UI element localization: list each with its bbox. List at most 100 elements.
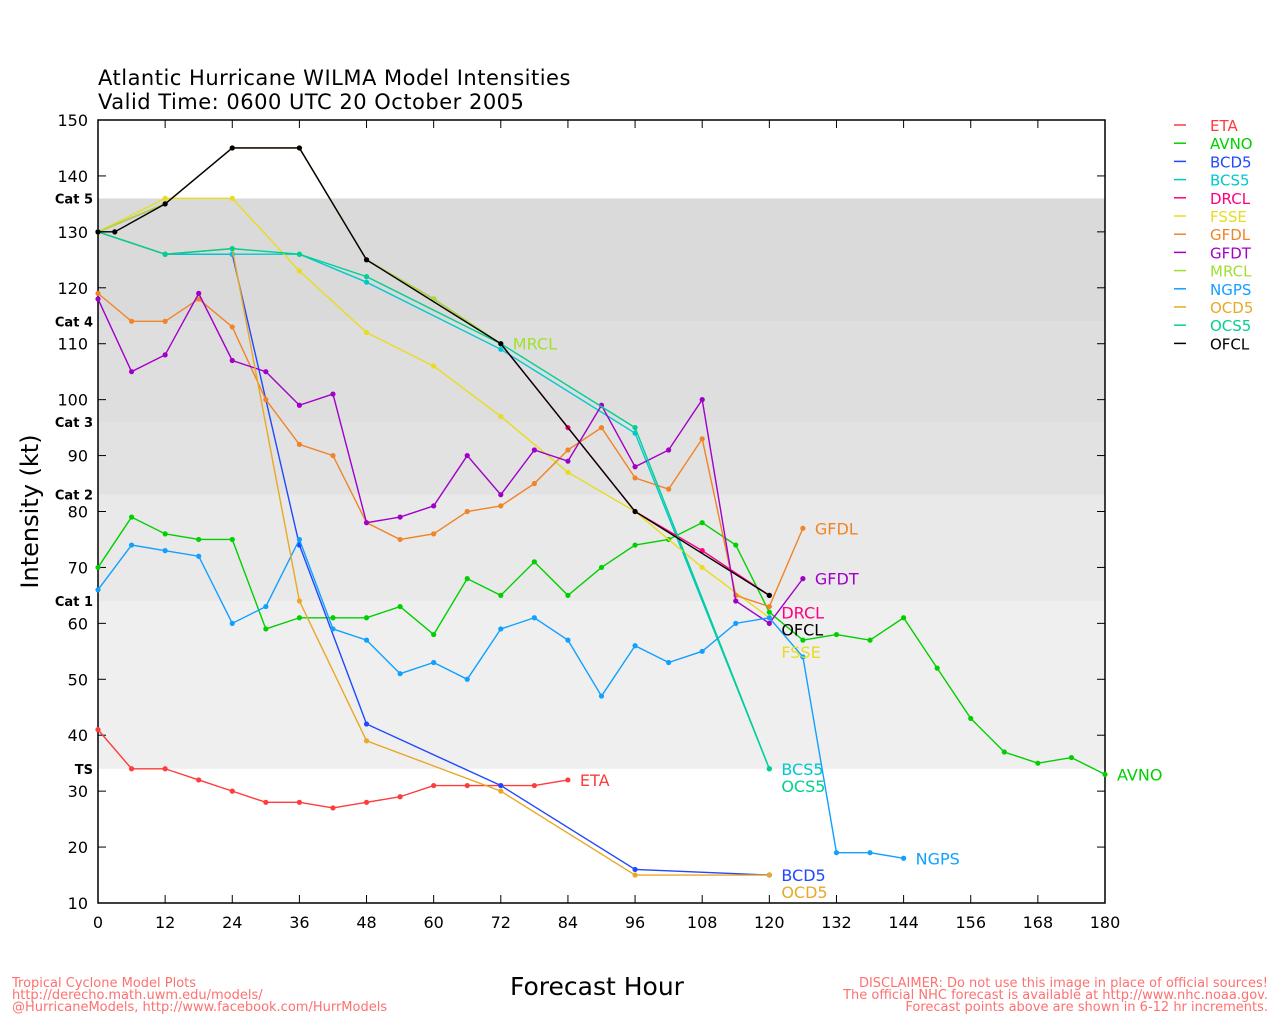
y-tick-label: 30	[68, 782, 88, 801]
data-point-ngps	[733, 620, 739, 626]
legend-entry-bcs5: BCS5	[1210, 172, 1250, 190]
end-label-ocs5: OCS5	[781, 777, 825, 796]
data-point-gfdt	[296, 402, 302, 408]
y-tick-label: 80	[68, 503, 88, 522]
data-point-avno	[128, 514, 135, 520]
data-point-ofcl	[632, 508, 638, 515]
data-point-fsse	[565, 469, 571, 475]
y-tick-label: 90	[68, 447, 88, 466]
data-point-ngps	[263, 603, 269, 610]
data-point-ocd5	[363, 738, 370, 744]
data-point-gfdl	[632, 475, 638, 481]
y-tick-label: 10	[68, 894, 88, 913]
category-label: Cat 2	[55, 489, 93, 504]
chart-title: Atlantic Hurricane WILMA Model Intensiti…	[98, 66, 571, 90]
data-point-fsse	[296, 268, 302, 274]
x-tick-label: 24	[222, 913, 242, 932]
data-point-gfdt	[632, 464, 638, 470]
data-point-ngps	[598, 693, 605, 699]
data-point-gfdt	[766, 620, 772, 626]
data-point-avno	[833, 631, 840, 638]
x-tick-label: 156	[955, 913, 986, 932]
data-point-ocs5	[229, 246, 235, 252]
disclaimer-line: The official NHC forecast is available a…	[843, 988, 1268, 1003]
category-band	[98, 120, 1105, 199]
x-axis-label: Forecast Hour	[510, 972, 684, 1001]
data-point-gfdt	[464, 452, 470, 459]
footer-link[interactable]: http://derecho.math.uwm.edu/models/	[12, 988, 263, 1003]
disclaimer-line: Forecast points above are shown in 6-12 …	[905, 1000, 1268, 1015]
data-point-ofcl	[162, 201, 168, 207]
category-label: Cat 1	[55, 595, 93, 610]
data-point-gfdl	[196, 296, 202, 302]
data-point-ofcl	[112, 229, 118, 235]
data-point-gfdt	[162, 352, 168, 358]
data-point-gfdt	[95, 296, 101, 302]
y-tick-label: 150	[57, 111, 88, 130]
footer-link[interactable]: @HurricaneModels, http://www.facebook.co…	[12, 1000, 388, 1015]
data-point-ngps	[766, 615, 772, 621]
x-tick-label: 60	[423, 913, 443, 932]
data-point-gfdt	[699, 397, 705, 403]
data-point-ocd5	[766, 872, 772, 878]
data-point-gfdl	[531, 480, 537, 487]
data-point-avno	[95, 564, 101, 571]
data-point-ngps	[565, 637, 571, 643]
data-point-eta	[128, 766, 135, 772]
x-tick-label: 144	[888, 913, 919, 932]
data-point-ocd5	[632, 872, 638, 878]
data-point-avno	[196, 536, 202, 543]
data-point-avno	[901, 615, 907, 621]
data-point-eta	[263, 799, 269, 805]
data-point-avno	[464, 576, 470, 582]
legend-entry-eta: ETA	[1210, 117, 1238, 135]
data-point-eta	[565, 777, 571, 783]
data-point-gfdt	[733, 598, 739, 604]
data-point-gfdl	[296, 441, 302, 447]
data-point-gfdt	[363, 520, 370, 526]
data-point-ngps	[363, 637, 370, 643]
y-tick-label: 50	[68, 670, 88, 689]
category-band	[98, 422, 1105, 495]
data-point-ofcl	[229, 145, 235, 151]
data-point-avno	[1102, 771, 1108, 777]
data-point-avno	[431, 631, 437, 638]
data-point-fsse	[229, 195, 235, 201]
data-point-gfdt	[330, 391, 336, 397]
legend-entry-ngps: NGPS	[1210, 281, 1251, 299]
data-point-avno	[296, 615, 302, 621]
data-point-bcs5	[498, 346, 504, 352]
data-point-ngps	[867, 850, 873, 856]
data-point-ngps	[498, 626, 504, 632]
y-tick-label: 70	[68, 558, 88, 577]
data-point-gfdt	[431, 503, 437, 509]
data-point-avno	[1001, 749, 1007, 755]
data-point-gfdt	[397, 514, 403, 520]
x-tick-label: 96	[625, 913, 645, 932]
data-point-ocd5	[498, 788, 504, 794]
series-line-gfdt	[97, 291, 804, 625]
data-point-ngps	[229, 620, 235, 626]
x-tick-label: 48	[356, 913, 376, 932]
data-point-gfdt	[229, 357, 235, 364]
category-label: Cat 3	[55, 416, 93, 431]
x-tick-label: 168	[1023, 913, 1054, 932]
x-tick-label: 180	[1090, 913, 1121, 932]
data-point-avno	[632, 542, 638, 548]
legend-entry-ocs5: OCS5	[1210, 317, 1251, 335]
x-tick-label: 84	[558, 913, 578, 932]
data-point-fsse	[162, 195, 168, 201]
footer-line: Tropical Cyclone Model Plots	[12, 976, 197, 991]
data-point-gfdl	[766, 603, 772, 610]
data-point-gfdl	[397, 536, 403, 543]
data-point-gfdl	[431, 531, 437, 537]
legend-entry-bcd5: BCD5	[1210, 153, 1252, 171]
y-tick-label: 110	[57, 335, 88, 354]
data-point-ngps	[431, 659, 437, 666]
data-point-gfdl	[464, 508, 470, 515]
y-tick-label: 40	[68, 726, 88, 745]
data-point-fsse	[363, 329, 370, 336]
data-point-ofcl	[766, 592, 772, 598]
data-point-avno	[867, 637, 873, 643]
